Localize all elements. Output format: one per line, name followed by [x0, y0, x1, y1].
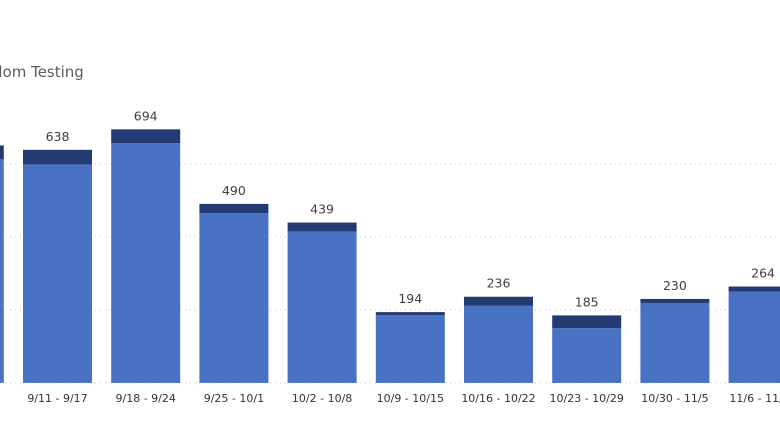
bar-lower-2 — [199, 213, 269, 383]
x-tick-4: 10/9 - 10/15 — [377, 392, 444, 405]
data-labels: 638 694 490 439 194 236 185 230 264 — [46, 108, 776, 309]
x-tick-1: 9/18 - 9/24 — [116, 392, 176, 405]
bar-upper-5 — [464, 296, 533, 306]
data-label-6: 185 — [575, 294, 599, 309]
bar-upper-3 — [287, 222, 357, 232]
bar-lower-7 — [640, 302, 710, 383]
x-tick-2: 9/25 - 10/1 — [204, 392, 264, 405]
bar-upper-1 — [111, 129, 181, 144]
x-tick-6: 10/23 - 10/29 — [550, 392, 624, 405]
data-label-0: 638 — [46, 129, 70, 144]
bar-lower-5 — [464, 305, 533, 383]
data-label-3: 439 — [310, 202, 334, 217]
bar-upper-2 — [199, 203, 269, 214]
data-label-7: 230 — [663, 278, 687, 293]
bar-partial-upper — [0, 145, 4, 160]
x-tick-labels: 9/11 - 9/17 9/18 - 9/24 9/25 - 10/1 10/2 - … — [27, 392, 780, 405]
bar-lower-6 — [552, 328, 622, 383]
bar-upper-7 — [640, 298, 710, 303]
bar-upper-8 — [728, 286, 780, 292]
bar-upper-6 — [552, 315, 622, 329]
bar-upper-0 — [23, 149, 92, 165]
x-tick-0: 9/11 - 9/17 — [27, 392, 87, 405]
x-tick-8: 11/6 - 11/12 — [729, 392, 780, 405]
x-tick-3: 10/2 - 10/8 — [292, 392, 352, 405]
bar-upper-4 — [375, 312, 445, 316]
bar-lower-4 — [375, 315, 445, 383]
data-label-1: 694 — [134, 108, 158, 123]
x-tick-5: 10/16 - 10/22 — [461, 392, 535, 405]
data-label-4: 194 — [398, 291, 422, 306]
bar-partial-lower — [0, 159, 4, 383]
bars — [0, 129, 780, 383]
data-label-8: 264 — [751, 266, 775, 281]
x-tick-7: 10/30 - 11/5 — [641, 392, 708, 405]
data-label-5: 236 — [487, 276, 511, 291]
data-label-2: 490 — [222, 183, 246, 198]
bar-lower-1 — [111, 143, 181, 383]
chart-title: dom Testing — [0, 63, 84, 81]
bar-lower-8 — [728, 291, 780, 383]
bar-lower-0 — [23, 164, 92, 383]
bar-lower-3 — [287, 231, 357, 383]
